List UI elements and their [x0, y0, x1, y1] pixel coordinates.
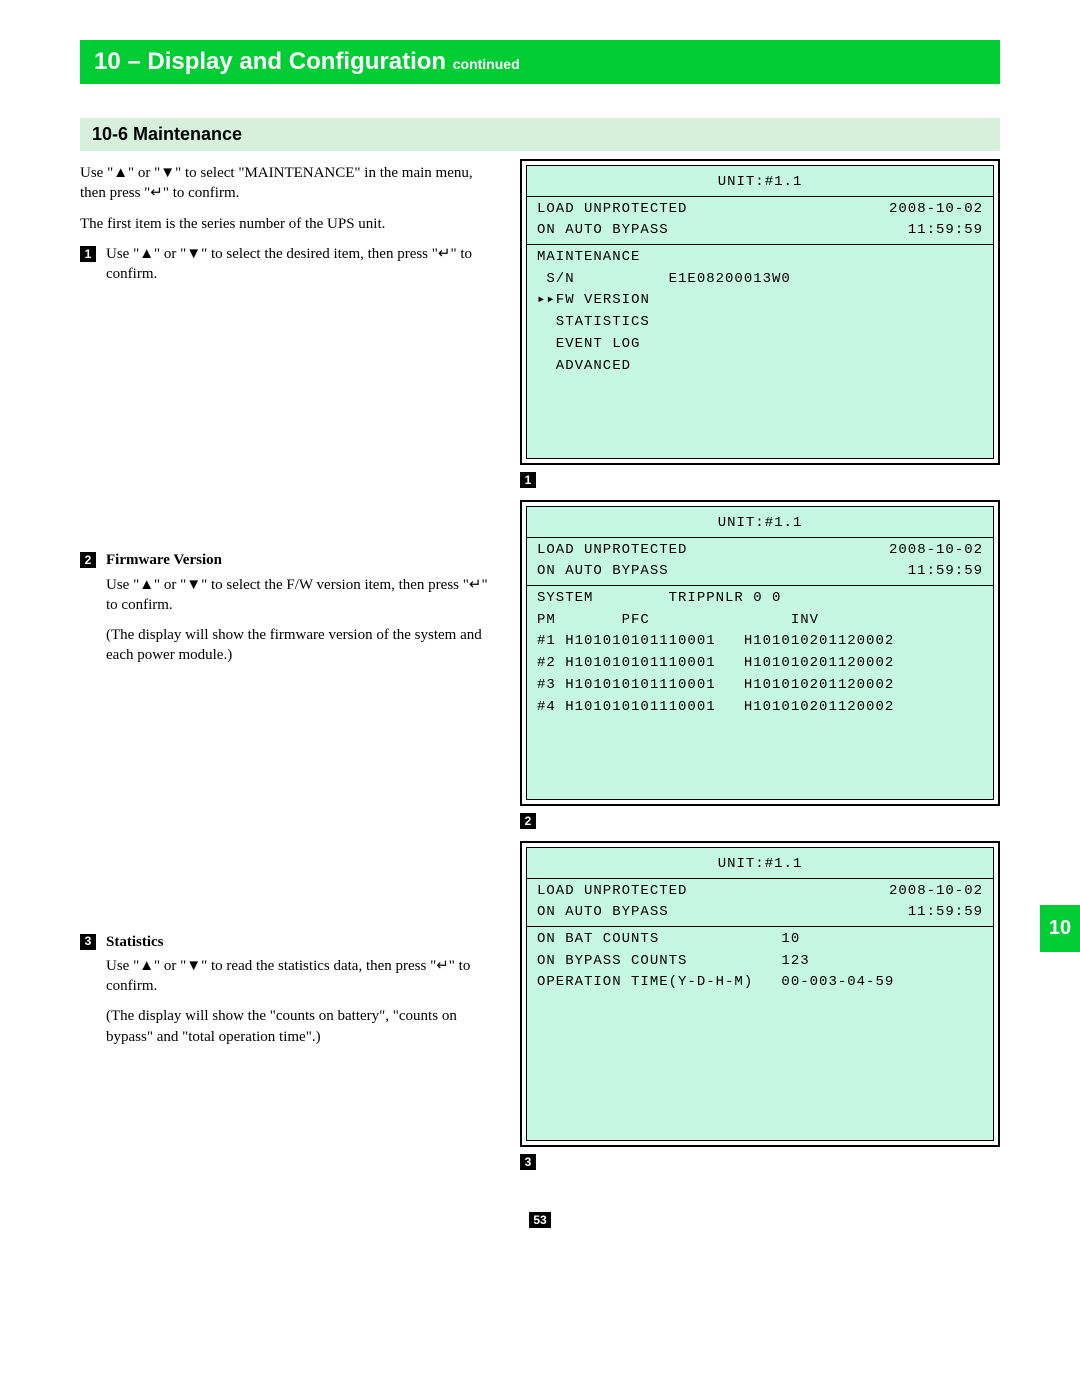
step-2-num: 2: [80, 552, 96, 568]
lcd1-hr2: [527, 244, 993, 245]
lcd2-hr1: [527, 537, 993, 538]
lcd3-l3: OPERATION TIME(Y-D-H-M) 00-003-04-59: [537, 972, 983, 994]
lcd2-l6: #4 H101010101110001 H101010201120002: [537, 697, 983, 719]
step-3-p2: (The display will show the "counts on ba…: [106, 1006, 500, 1047]
lcd2-l4: #2 H101010101110001 H101010201120002: [537, 653, 983, 675]
panel-2-label: 2: [520, 813, 536, 829]
step-2-p2: (The display will show the firmware vers…: [106, 625, 500, 666]
lcd2-l5: #3 H101010101110001 H101010201120002: [537, 675, 983, 697]
intro-p1: Use "▲" or "▼" to select "MAINTENANCE" i…: [80, 163, 500, 204]
lcd3-r1r: 2008-10-02: [889, 881, 983, 903]
lcd1-hr1: [527, 196, 993, 197]
lcd1-l1: MAINTENANCE: [537, 247, 983, 269]
lcd2-r2l: ON AUTO BYPASS: [537, 563, 669, 579]
lcd1-unit: UNIT:#1.1: [537, 172, 983, 194]
lcd1-l5: EVENT LOG: [537, 334, 983, 356]
lcd3-l1: ON BAT COUNTS 10: [537, 929, 983, 951]
right-column: UNIT:#1.1LOAD UNPROTECTED2008-10-02ON AU…: [520, 159, 1000, 1182]
lcd2-row2: ON AUTO BYPASS 11:59:59: [537, 561, 983, 583]
lcd1-row1: LOAD UNPROTECTED 2008-10-02: [537, 199, 983, 221]
panel-3-label: 3: [520, 1154, 536, 1170]
lcd2-r2r: 11:59:59: [908, 561, 983, 583]
step-3-body: Statistics Use "▲" or "▼" to read the st…: [106, 932, 500, 1057]
page: 10 – Display and Configuration continued…: [0, 0, 1080, 1268]
lcd1-r1r: 2008-10-02: [889, 199, 983, 221]
content-columns: Use "▲" or "▼" to select "MAINTENANCE" i…: [80, 159, 1000, 1182]
lcd3-row1: LOAD UNPROTECTED 2008-10-02: [537, 881, 983, 903]
lcd-panel-3: UNIT:#1.1LOAD UNPROTECTED2008-10-02ON AU…: [520, 841, 1000, 1147]
lcd3-row2: ON AUTO BYPASS 11:59:59: [537, 902, 983, 924]
lcd2-r1l: LOAD UNPROTECTED: [537, 542, 687, 558]
lcd2-l1: SYSTEM TRIPPNLR 0 0: [537, 588, 983, 610]
step-1-num: 1: [80, 246, 96, 262]
lcd1-l4: STATISTICS: [537, 312, 983, 334]
lcd1-r1l: LOAD UNPROTECTED: [537, 201, 687, 217]
lcd3-r2r: 11:59:59: [908, 902, 983, 924]
lcd-screen-3: UNIT:#1.1LOAD UNPROTECTED2008-10-02ON AU…: [526, 847, 994, 1141]
lcd2-r1r: 2008-10-02: [889, 540, 983, 562]
spacer-2: [80, 682, 500, 932]
lcd1-r2l: ON AUTO BYPASS: [537, 222, 669, 238]
lcd2-l3: #1 H101010101110001 H101010201120002: [537, 631, 983, 653]
section-header: 10-6 Maintenance: [80, 118, 1000, 151]
lcd2-unit: UNIT:#1.1: [537, 513, 983, 535]
lcd2-row1: LOAD UNPROTECTED 2008-10-02: [537, 540, 983, 562]
chapter-continued: continued: [453, 56, 520, 72]
step-1-body: Use "▲" or "▼" to select the desired ite…: [106, 244, 500, 285]
lcd3-r1l: LOAD UNPROTECTED: [537, 883, 687, 899]
lcd-panel-1: UNIT:#1.1LOAD UNPROTECTED2008-10-02ON AU…: [520, 159, 1000, 465]
lcd1-l3: ▸▸FW VERSION: [537, 290, 983, 312]
lcd1-l6: ADVANCED: [537, 356, 983, 378]
step-3-title: Statistics: [106, 932, 500, 952]
panel-1-label: 1: [520, 472, 536, 488]
step-3: 3 Statistics Use "▲" or "▼" to read the …: [80, 932, 500, 1057]
lcd-screen-2: UNIT:#1.1LOAD UNPROTECTED2008-10-02ON AU…: [526, 506, 994, 800]
lcd3-l2: ON BYPASS COUNTS 123: [537, 951, 983, 973]
intro-p2: The first item is the series number of t…: [80, 214, 500, 234]
step-3-num: 3: [80, 934, 96, 950]
left-column: Use "▲" or "▼" to select "MAINTENANCE" i…: [80, 159, 500, 1182]
chapter-title: 10 – Display and Configuration: [94, 48, 446, 75]
side-tab: 10: [1040, 905, 1080, 952]
chapter-header: 10 – Display and Configuration continued: [80, 40, 1000, 84]
lcd-screen-1: UNIT:#1.1LOAD UNPROTECTED2008-10-02ON AU…: [526, 165, 994, 459]
lcd1-row2: ON AUTO BYPASS 11:59:59: [537, 220, 983, 242]
lcd3-unit: UNIT:#1.1: [537, 854, 983, 876]
lcd2-l2: PM PFC INV: [537, 610, 983, 632]
lcd-panel-2: UNIT:#1.1LOAD UNPROTECTED2008-10-02ON AU…: [520, 500, 1000, 806]
lcd3-r2l: ON AUTO BYPASS: [537, 904, 669, 920]
step-2-title: Firmware Version: [106, 550, 500, 570]
page-number: 53: [529, 1212, 551, 1228]
lcd2-hr2: [527, 585, 993, 586]
lcd3-hr2: [527, 926, 993, 927]
lcd3-hr1: [527, 878, 993, 879]
spacer-1: [80, 290, 500, 550]
step-2-p1: Use "▲" or "▼" to select the F/W version…: [106, 575, 500, 616]
lcd1-l2: S/N E1E08200013W0: [537, 269, 983, 291]
lcd1-r2r: 11:59:59: [908, 220, 983, 242]
step-1: 1 Use "▲" or "▼" to select the desired i…: [80, 244, 500, 285]
step-2-body: Firmware Version Use "▲" or "▼" to selec…: [106, 550, 500, 675]
step-3-p1: Use "▲" or "▼" to read the statistics da…: [106, 956, 500, 997]
step-2: 2 Firmware Version Use "▲" or "▼" to sel…: [80, 550, 500, 675]
section-title: 10-6 Maintenance: [92, 124, 242, 144]
